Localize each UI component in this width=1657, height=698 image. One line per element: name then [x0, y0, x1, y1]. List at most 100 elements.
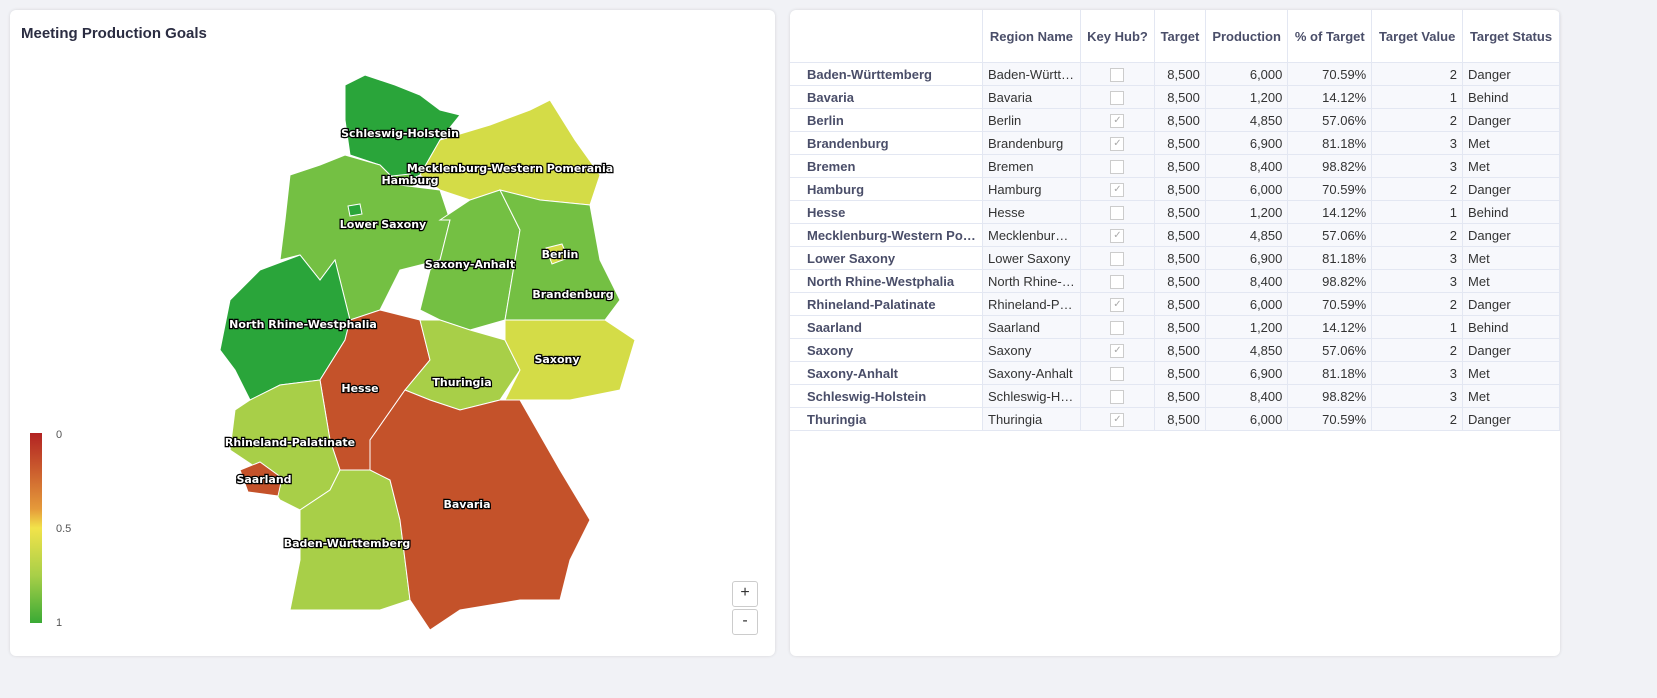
- zoom-out-button[interactable]: -: [732, 609, 758, 635]
- table-row[interactable]: Saarland Saarland 8,500 1,200 14.12% 1 Behind: [790, 315, 1560, 339]
- table-row[interactable]: Bremen Bremen 8,500 8,400 98.82% 3 Met: [790, 154, 1560, 178]
- key-hub-checkbox[interactable]: [1110, 251, 1125, 266]
- key-hub-checkbox[interactable]: ✓: [1110, 412, 1125, 427]
- column-header[interactable]: [790, 10, 983, 63]
- table-row[interactable]: Thuringia Thuringia ✓ 8,500 6,000 70.59% 2 Dang…: [790, 407, 1560, 431]
- key-hub-checkbox[interactable]: [1110, 274, 1125, 289]
- region-label: Mecklenburg-Western Pomerania: [407, 162, 613, 175]
- target-value-cell: 2: [1371, 292, 1464, 316]
- production-cell: 8,400: [1205, 384, 1289, 408]
- row-header: Bremen: [790, 154, 983, 178]
- key-hub-checkbox[interactable]: [1110, 205, 1125, 220]
- target-value-cell: 2: [1371, 62, 1464, 86]
- key-hub-checkbox[interactable]: ✓: [1110, 182, 1125, 197]
- region-name-cell: Bavaria: [982, 85, 1081, 109]
- target-cell: 8,500: [1154, 246, 1206, 270]
- column-header[interactable]: Region Name: [982, 10, 1081, 63]
- germany-map[interactable]: Schleswig-Holstein HamburgMecklenburg-Wes…: [10, 10, 775, 656]
- production-cell: 1,200: [1205, 85, 1289, 109]
- table-row[interactable]: Bavaria Bavaria 8,500 1,200 14.12% 1 Behind: [790, 85, 1560, 109]
- region-lower-saxony[interactable]: [279, 154, 451, 321]
- percent-cell: 70.59%: [1287, 292, 1373, 316]
- key-hub-checkbox[interactable]: [1110, 67, 1125, 82]
- target-value-cell: 2: [1371, 177, 1464, 201]
- row-header: Thuringia: [790, 407, 983, 431]
- status-cell: Met: [1462, 361, 1560, 385]
- production-cell: 1,200: [1205, 200, 1289, 224]
- key-hub-checkbox[interactable]: ✓: [1110, 297, 1125, 312]
- zoom-in-button[interactable]: +: [732, 581, 758, 607]
- row-header: Baden-Württemberg: [790, 62, 983, 86]
- column-header[interactable]: Target: [1154, 10, 1206, 63]
- table-panel: Region Name Key Hub? Target Production% of …: [790, 10, 1560, 656]
- table-row[interactable]: Brandenburg Brandenburg ✓ 8,500 6,900 81.18% 3…: [790, 131, 1560, 155]
- table-row[interactable]: Saxony-Anhalt Saxony-Anhalt 8,500 6,900 81.1…: [790, 361, 1560, 385]
- production-cell: 6,000: [1205, 177, 1289, 201]
- column-header[interactable]: Target Status: [1462, 10, 1560, 63]
- percent-cell: 98.82%: [1287, 269, 1373, 293]
- status-cell: Met: [1462, 131, 1560, 155]
- region-bremen[interactable]: [347, 203, 363, 217]
- table-row[interactable]: Mecklenburg-Western PomeraniaMecklenburg…: [790, 223, 1560, 247]
- row-header: Saxony-Anhalt: [790, 361, 983, 385]
- target-value-cell: 1: [1371, 85, 1464, 109]
- table-row[interactable]: Rhineland-PalatinateRhineland-Palatinate…: [790, 292, 1560, 316]
- column-header[interactable]: Key Hub?: [1080, 10, 1156, 63]
- status-cell: Met: [1462, 269, 1560, 293]
- key-hub-checkbox[interactable]: ✓: [1110, 228, 1125, 243]
- production-cell: 4,850: [1205, 223, 1289, 247]
- key-hub-checkbox[interactable]: [1110, 90, 1125, 105]
- region-saxony[interactable]: [498, 319, 636, 412]
- key-hub-checkbox[interactable]: ✓: [1110, 136, 1125, 151]
- region-saarland[interactable]: [239, 461, 283, 497]
- production-cell: 6,900: [1205, 361, 1289, 385]
- legend-gradient: [30, 433, 42, 623]
- row-header: Hamburg: [790, 177, 983, 201]
- region-name-cell: Lower Saxony: [982, 246, 1081, 270]
- legend-label-05: 0.5: [56, 523, 72, 535]
- region-label: Schleswig-Holstein: [341, 127, 459, 140]
- data-table: Region Name Key Hub? Target Production% of …: [790, 10, 1560, 431]
- key-hub-checkbox[interactable]: [1110, 320, 1125, 335]
- key-hub-cell: ✓: [1080, 177, 1156, 201]
- status-cell: Behind: [1462, 85, 1560, 109]
- key-hub-checkbox[interactable]: [1110, 159, 1125, 174]
- column-header[interactable]: Production: [1205, 10, 1289, 63]
- key-hub-checkbox[interactable]: ✓: [1110, 113, 1125, 128]
- region-name-cell: North Rhine-Westphalia: [982, 269, 1081, 293]
- column-header[interactable]: % of Target: [1287, 10, 1373, 63]
- row-header: Schleswig-Holstein: [790, 384, 983, 408]
- row-header: Lower Saxony: [790, 246, 983, 270]
- region-label: Saxony: [535, 353, 580, 366]
- column-header[interactable]: Target Value: [1371, 10, 1464, 63]
- region-label: Thuringia: [432, 376, 491, 389]
- row-header: Saarland: [790, 315, 983, 339]
- row-header: Berlin: [790, 108, 983, 132]
- table-row[interactable]: Hesse Hesse 8,500 1,200 14.12% 1 Behind: [790, 200, 1560, 224]
- row-header: Rhineland-Palatinate: [790, 292, 983, 316]
- region-label: Saarland: [236, 473, 291, 486]
- table-row[interactable]: Lower Saxony Lower Saxony 8,500 6,900 81.18%…: [790, 246, 1560, 270]
- region-label: North Rhine-Westphalia: [229, 318, 377, 331]
- key-hub-checkbox[interactable]: [1110, 366, 1125, 381]
- region-bavaria[interactable]: [369, 389, 591, 631]
- row-header: Brandenburg: [790, 131, 983, 155]
- target-cell: 8,500: [1154, 177, 1206, 201]
- region-berlin[interactable]: [545, 243, 569, 265]
- table-row[interactable]: Saxony Saxony ✓ 8,500 4,850 57.06% 2 Danger: [790, 338, 1560, 362]
- table-row[interactable]: Hamburg Hamburg ✓ 8,500 6,000 70.59% 2 Danger: [790, 177, 1560, 201]
- region-name-cell: Baden-Württemberg: [982, 62, 1081, 86]
- map-panel: Meeting Production Goals Schleswig-Holst…: [10, 10, 775, 656]
- target-cell: 8,500: [1154, 315, 1206, 339]
- row-header: Saxony: [790, 338, 983, 362]
- key-hub-cell: [1080, 154, 1156, 178]
- key-hub-checkbox[interactable]: ✓: [1110, 343, 1125, 358]
- region-name-cell: Mecklenburg-Western Pomerania: [982, 223, 1081, 247]
- table-row[interactable]: Berlin Berlin ✓ 8,500 4,850 57.06% 2 Danger: [790, 108, 1560, 132]
- status-cell: Met: [1462, 154, 1560, 178]
- key-hub-cell: ✓: [1080, 108, 1156, 132]
- key-hub-checkbox[interactable]: [1110, 389, 1125, 404]
